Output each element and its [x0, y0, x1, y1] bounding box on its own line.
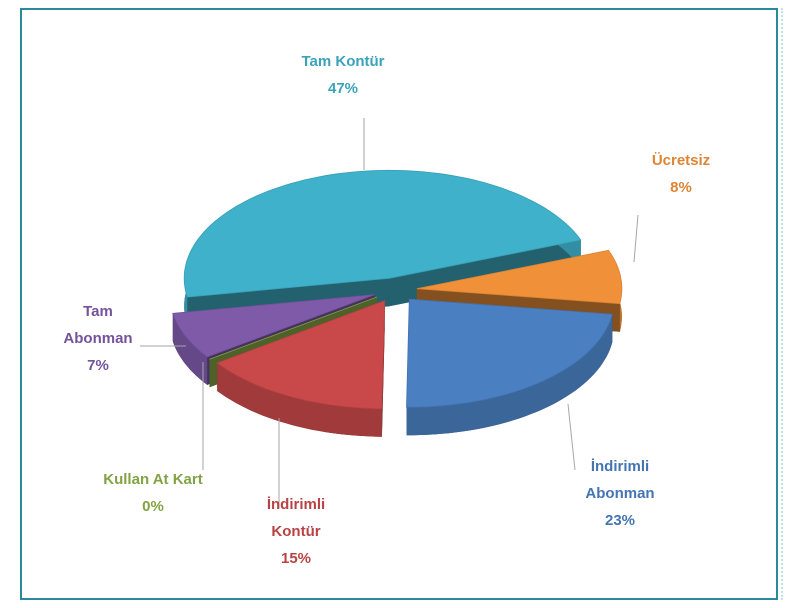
- pie-slice: [216, 300, 386, 437]
- slice-value: 0%: [142, 498, 164, 515]
- slice-top: [209, 296, 378, 360]
- slice-name: Tam Kontür: [301, 53, 385, 70]
- slice-value: 23%: [604, 512, 636, 529]
- slice-name: İndirimli Abonman: [585, 458, 655, 502]
- slice-top: [416, 249, 623, 305]
- slice-side: [172, 313, 208, 385]
- pie-slice: [406, 298, 613, 436]
- slice-name: İndirimli Kontür: [266, 496, 326, 540]
- slice-label: Tam Kontür 47%: [263, 48, 423, 102]
- slice-name: Kullan At Kart: [103, 471, 203, 488]
- slice-label: Kullan At Kart 0%: [73, 466, 233, 520]
- slice-label: Ücretsiz 8%: [621, 147, 741, 201]
- slice-side: [217, 363, 382, 437]
- slice-value: 7%: [87, 357, 109, 374]
- slice-label: Tam Abonman 7%: [53, 298, 143, 379]
- slice-label: İndirimli Kontür 15%: [251, 491, 341, 572]
- slice-value: 47%: [327, 80, 359, 97]
- slice-side: [406, 314, 613, 436]
- slice-label: İndirimli Abonman 23%: [565, 453, 675, 534]
- leader-line: [567, 403, 576, 471]
- frame-edge: [781, 8, 783, 600]
- slice-name: Ücretsiz: [651, 152, 711, 169]
- slice-top: [216, 300, 386, 410]
- leader-line: [633, 214, 639, 263]
- slice-top: [406, 298, 613, 408]
- slice-value: 15%: [280, 550, 312, 567]
- slice-name: Tam Abonman: [63, 303, 133, 347]
- pie-slice: [183, 169, 582, 326]
- slice-top: [183, 169, 582, 298]
- slice-top: [172, 294, 375, 358]
- slice-value: 8%: [670, 179, 692, 196]
